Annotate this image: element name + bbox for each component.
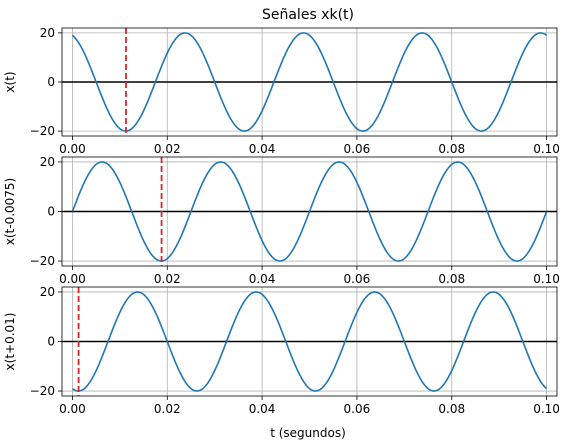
x-tick-label: 0.06 <box>344 272 371 286</box>
y-tick-label: 20 <box>40 285 55 299</box>
y-tick-label: 20 <box>40 26 55 40</box>
x-tick-label: 0.10 <box>533 272 560 286</box>
y-axis-label: x(t+0.01) <box>3 313 17 371</box>
subplot-3: 0.00 0.02 0.04 0.06 0.08 0.10 −20 0 20 x(t+0.01) <box>3 285 560 416</box>
chart-title: Señales xk(t) <box>262 7 354 23</box>
y-tick-label: 0 <box>47 335 55 349</box>
y-tick-label: −20 <box>30 124 55 138</box>
x-axis-label: t (segundos) <box>270 426 346 440</box>
y-tick-label: 20 <box>40 155 55 169</box>
signal-line <box>71 291 548 392</box>
y-axis-label: x(t-0.0075) <box>3 178 17 246</box>
x-tick-label: 0.00 <box>59 142 86 156</box>
x-tick-label: 0.04 <box>249 402 276 416</box>
x-tick-label: 0.04 <box>249 272 276 286</box>
y-tick-label: −20 <box>30 254 55 268</box>
subplot-2: 0.00 0.02 0.04 0.06 0.08 0.10 −20 0 20 x(t-0.0075… <box>3 155 560 286</box>
x-tick-label: 0.00 <box>59 402 86 416</box>
x-tick-label: 0.08 <box>438 272 465 286</box>
x-tick-label: 0.02 <box>154 142 181 156</box>
subplot-1: 0.00 0.02 0.04 0.06 0.08 0.10 −20 0 20 x(t) <box>3 26 560 156</box>
x-tick-label: 0.02 <box>154 402 181 416</box>
x-tick-label: 0.10 <box>533 402 560 416</box>
x-tick-label: 0.10 <box>533 142 560 156</box>
y-tick-label: 0 <box>47 75 55 89</box>
x-tick-label: 0.08 <box>438 402 465 416</box>
y-axis-label: x(t) <box>3 71 17 92</box>
y-tick-label: −20 <box>30 384 55 398</box>
x-tick-label: 0.06 <box>344 142 371 156</box>
signal-line <box>71 161 548 262</box>
x-tick-label: 0.06 <box>344 402 371 416</box>
x-tick-label: 0.08 <box>438 142 465 156</box>
signal-line <box>71 32 548 132</box>
x-tick-label: 0.00 <box>59 272 86 286</box>
x-tick-label: 0.02 <box>154 272 181 286</box>
y-tick-label: 0 <box>47 205 55 219</box>
x-tick-label: 0.04 <box>249 142 276 156</box>
